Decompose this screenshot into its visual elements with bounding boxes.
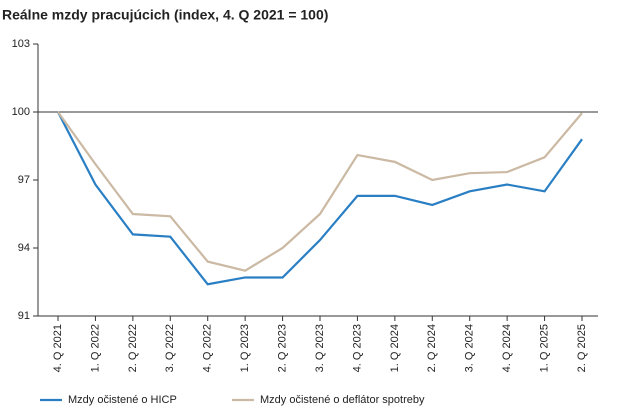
x-tick-label: 4. Q 2022 bbox=[202, 324, 214, 372]
y-tick-label: 100 bbox=[12, 106, 30, 118]
series-line bbox=[57, 111, 583, 272]
y-tick-label: 103 bbox=[12, 38, 30, 50]
x-tick-label: 3. Q 2024 bbox=[464, 324, 476, 372]
x-tick-label: 4. Q 2023 bbox=[351, 324, 363, 372]
x-tick-label: 2. Q 2022 bbox=[127, 324, 139, 372]
x-tick-label: 1. Q 2022 bbox=[89, 324, 101, 372]
x-tick-label: 2. Q 2025 bbox=[576, 324, 588, 372]
x-tick-label: 4. Q 2021 bbox=[52, 324, 64, 372]
y-tick-label: 91 bbox=[18, 310, 30, 322]
x-tick-label: 2. Q 2024 bbox=[426, 324, 438, 372]
legend-label: Mzdy očistené o deflátor spotreby bbox=[260, 394, 425, 406]
x-tick-label: 4. Q 2024 bbox=[501, 324, 513, 372]
x-tick-label: 1. Q 2023 bbox=[239, 324, 251, 372]
series-line bbox=[57, 111, 583, 286]
x-tick-label: 2. Q 2023 bbox=[276, 324, 288, 372]
chart-title: Reálne mzdy pracujúcich (index, 4. Q 202… bbox=[2, 7, 328, 23]
x-tick-label: 1. Q 2024 bbox=[389, 324, 401, 372]
x-tick-label: 3. Q 2023 bbox=[314, 324, 326, 372]
x-tick-label: 3. Q 2022 bbox=[164, 324, 176, 372]
y-tick-label: 97 bbox=[18, 174, 30, 186]
x-tick-label: 1. Q 2025 bbox=[538, 324, 550, 372]
legend-label: Mzdy očistené o HICP bbox=[68, 394, 177, 406]
y-tick-label: 94 bbox=[18, 242, 30, 254]
